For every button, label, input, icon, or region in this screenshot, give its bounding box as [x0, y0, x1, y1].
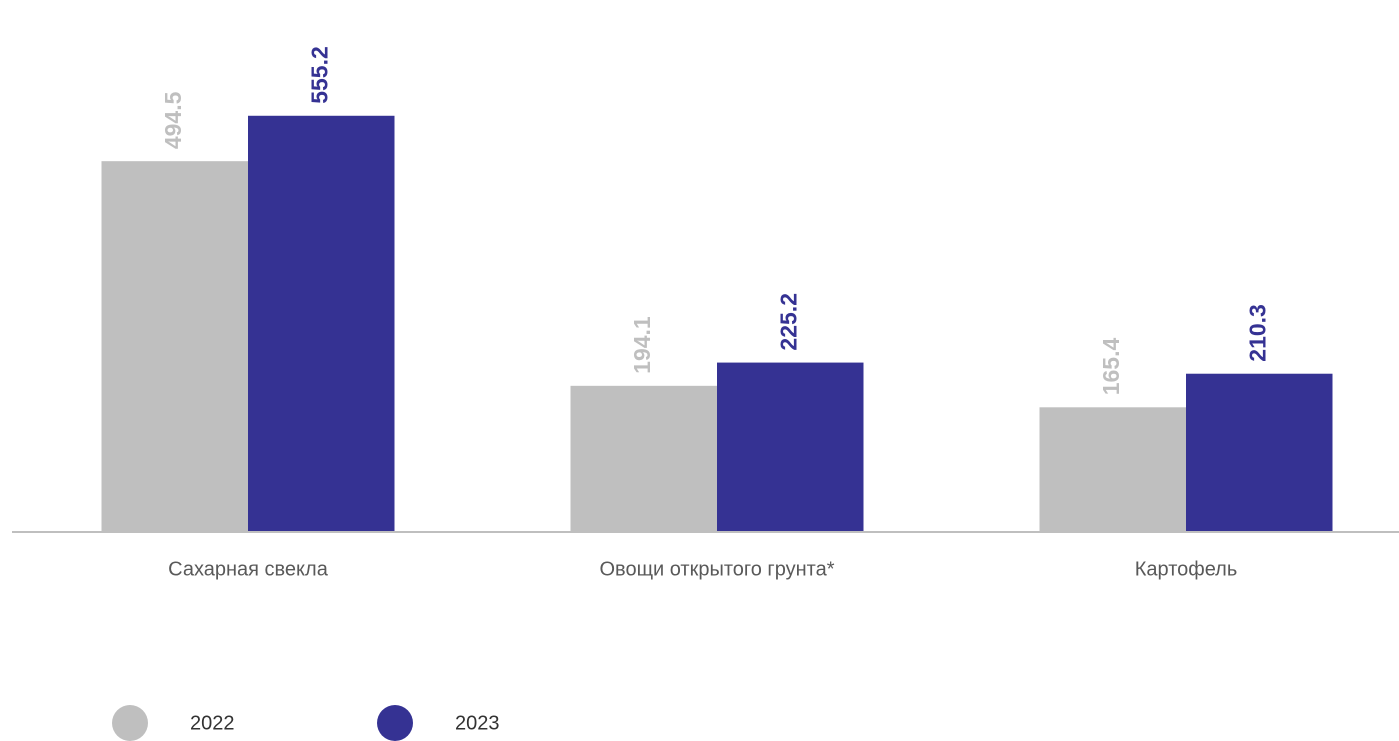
value-label: 555.2	[306, 46, 332, 104]
value-label: 225.2	[775, 293, 801, 351]
bar	[248, 115, 395, 532]
value-label: 494.5	[160, 91, 186, 149]
bar	[570, 385, 717, 531]
legend-marker	[377, 705, 413, 741]
legend-label: 2023	[455, 712, 500, 734]
legend-marker	[112, 705, 148, 741]
value-label: 194.1	[629, 316, 655, 374]
x-tick-label: Картофель	[1135, 558, 1238, 580]
value-label: 210.3	[1244, 304, 1270, 362]
bar	[1039, 407, 1186, 531]
x-tick-label: Сахарная свекла	[168, 558, 329, 580]
legend-label: 2022	[190, 712, 235, 734]
bar	[717, 362, 864, 531]
bar	[101, 161, 248, 531]
value-label: 165.4	[1098, 338, 1124, 396]
bar	[1186, 373, 1333, 531]
x-tick-label: Овощи открытого грунта*	[599, 558, 834, 580]
